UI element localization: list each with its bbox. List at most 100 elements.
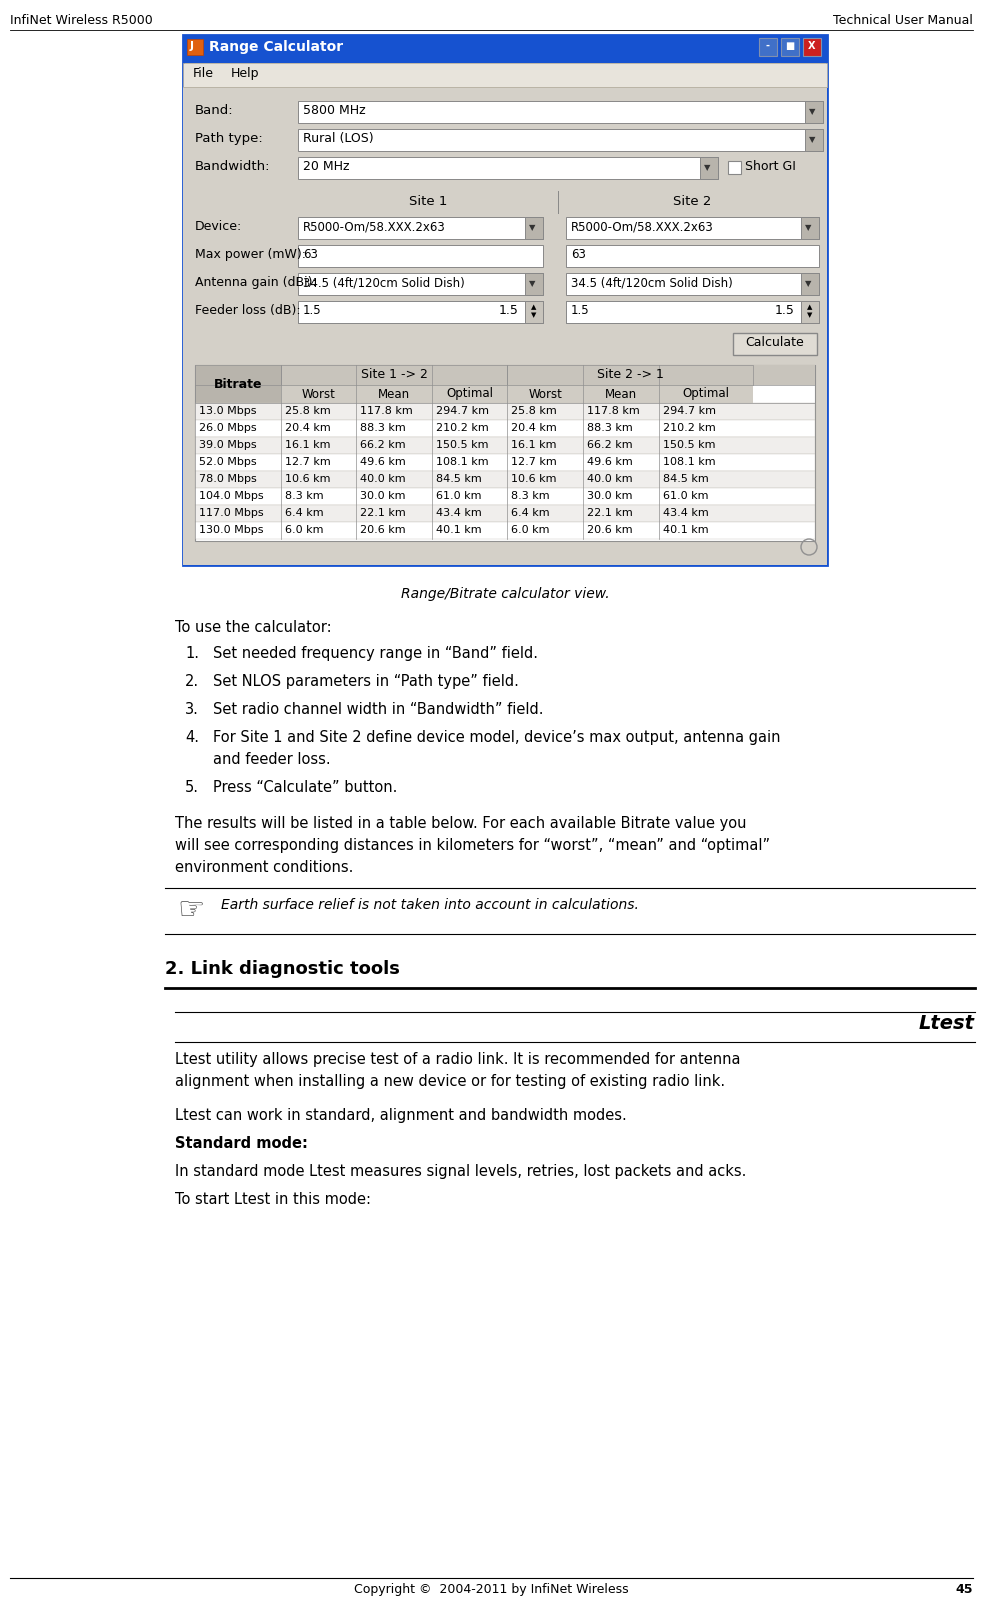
Text: J: J bbox=[190, 42, 194, 51]
Text: Site 2 -> 1: Site 2 -> 1 bbox=[597, 368, 664, 381]
Text: 20.4 km: 20.4 km bbox=[284, 423, 330, 433]
Text: 6.0 km: 6.0 km bbox=[284, 525, 323, 535]
Text: Ltest can work in standard, alignment and bandwidth modes.: Ltest can work in standard, alignment an… bbox=[175, 1109, 627, 1123]
Text: 22.1 km: 22.1 km bbox=[360, 508, 406, 517]
Text: Set NLOS parameters in “Path type” field.: Set NLOS parameters in “Path type” field… bbox=[213, 674, 519, 689]
Bar bbox=[183, 35, 827, 566]
Bar bbox=[183, 62, 827, 87]
Bar bbox=[280, 365, 507, 384]
Text: 1.5: 1.5 bbox=[303, 304, 321, 317]
Text: 49.6 km: 49.6 km bbox=[587, 457, 633, 468]
Text: 66.2 km: 66.2 km bbox=[587, 441, 633, 450]
Text: 78.0 Mbps: 78.0 Mbps bbox=[199, 474, 257, 484]
Text: 61.0 km: 61.0 km bbox=[435, 490, 482, 501]
Text: 108.1 km: 108.1 km bbox=[435, 457, 489, 468]
Text: 40.0 km: 40.0 km bbox=[587, 474, 633, 484]
Bar bbox=[801, 272, 819, 295]
Bar bbox=[195, 365, 815, 541]
Text: Bitrate: Bitrate bbox=[213, 378, 262, 391]
Bar bbox=[566, 245, 819, 268]
Text: 84.5 km: 84.5 km bbox=[435, 474, 482, 484]
Text: 4.: 4. bbox=[185, 731, 199, 745]
Text: 210.2 km: 210.2 km bbox=[663, 423, 716, 433]
Text: 150.5 km: 150.5 km bbox=[663, 441, 716, 450]
Bar bbox=[700, 157, 718, 179]
Text: Optimal: Optimal bbox=[446, 388, 493, 400]
Text: Rural (LOS): Rural (LOS) bbox=[303, 131, 374, 146]
Bar bbox=[298, 101, 823, 123]
Text: 43.4 km: 43.4 km bbox=[663, 508, 709, 517]
Text: 294.7 km: 294.7 km bbox=[663, 405, 716, 417]
Text: ▼: ▼ bbox=[529, 279, 536, 288]
Bar bbox=[187, 38, 203, 54]
Text: Worst: Worst bbox=[302, 388, 335, 400]
Bar bbox=[298, 130, 823, 151]
Text: 10.6 km: 10.6 km bbox=[284, 474, 330, 484]
Bar bbox=[195, 453, 815, 471]
Text: ▲
▼: ▲ ▼ bbox=[532, 304, 537, 319]
Text: InfiNet Wireless R5000: InfiNet Wireless R5000 bbox=[10, 14, 152, 27]
Text: 1.: 1. bbox=[185, 646, 199, 662]
Text: 40.1 km: 40.1 km bbox=[663, 525, 709, 535]
Text: ▼: ▼ bbox=[805, 279, 812, 288]
Text: Copyright ©  2004-2011 by InfiNet Wireless: Copyright © 2004-2011 by InfiNet Wireles… bbox=[354, 1583, 628, 1596]
Text: 150.5 km: 150.5 km bbox=[435, 441, 489, 450]
Text: ☞: ☞ bbox=[177, 896, 204, 924]
Text: 39.0 Mbps: 39.0 Mbps bbox=[199, 441, 257, 450]
Text: Ltest utility allows precise test of a radio link. It is recommended for antenna: Ltest utility allows precise test of a r… bbox=[175, 1053, 740, 1067]
Text: 30.0 km: 30.0 km bbox=[587, 490, 633, 501]
Bar bbox=[183, 35, 827, 62]
Bar bbox=[280, 384, 753, 404]
Text: 1.5: 1.5 bbox=[571, 304, 590, 317]
Text: 25.8 km: 25.8 km bbox=[284, 405, 330, 417]
Text: 16.1 km: 16.1 km bbox=[511, 441, 557, 450]
Bar bbox=[195, 522, 815, 538]
Bar bbox=[733, 333, 817, 356]
Text: 40.0 km: 40.0 km bbox=[360, 474, 406, 484]
Text: 5.: 5. bbox=[185, 780, 199, 795]
Text: 2.: 2. bbox=[185, 674, 200, 689]
Text: and feeder loss.: and feeder loss. bbox=[213, 751, 330, 767]
Bar bbox=[801, 301, 819, 324]
Text: Max power (mW):: Max power (mW): bbox=[195, 248, 306, 261]
Text: Set radio channel width in “Bandwidth” field.: Set radio channel width in “Bandwidth” f… bbox=[213, 702, 544, 718]
Bar bbox=[195, 404, 815, 420]
Text: 20.4 km: 20.4 km bbox=[511, 423, 557, 433]
Text: 117.0 Mbps: 117.0 Mbps bbox=[199, 508, 263, 517]
Text: Range/Bitrate calculator view.: Range/Bitrate calculator view. bbox=[401, 586, 609, 601]
Text: 1.5: 1.5 bbox=[499, 304, 519, 317]
Text: 84.5 km: 84.5 km bbox=[663, 474, 709, 484]
Text: 20.6 km: 20.6 km bbox=[360, 525, 406, 535]
Text: 294.7 km: 294.7 km bbox=[435, 405, 489, 417]
Bar bbox=[525, 301, 543, 324]
Text: 63: 63 bbox=[303, 248, 318, 261]
Text: Ltest: Ltest bbox=[919, 1014, 975, 1033]
Text: Band:: Band: bbox=[195, 104, 234, 117]
Text: Feeder loss (dB):: Feeder loss (dB): bbox=[195, 304, 301, 317]
Text: -: - bbox=[766, 42, 770, 51]
Text: 52.0 Mbps: 52.0 Mbps bbox=[199, 457, 257, 468]
Text: ▲
▼: ▲ ▼ bbox=[807, 304, 813, 319]
Bar bbox=[298, 272, 543, 295]
Text: 20.6 km: 20.6 km bbox=[587, 525, 633, 535]
Text: Standard mode:: Standard mode: bbox=[175, 1136, 308, 1150]
Text: 45: 45 bbox=[955, 1583, 973, 1596]
Text: environment conditions.: environment conditions. bbox=[175, 860, 353, 875]
Text: File: File bbox=[193, 67, 214, 80]
Bar bbox=[525, 216, 543, 239]
Text: Set needed frequency range in “Band” field.: Set needed frequency range in “Band” fie… bbox=[213, 646, 538, 662]
Text: 40.1 km: 40.1 km bbox=[435, 525, 482, 535]
Bar bbox=[195, 471, 815, 489]
Bar bbox=[298, 216, 543, 239]
Text: 26.0 Mbps: 26.0 Mbps bbox=[199, 423, 257, 433]
Text: For Site 1 and Site 2 define device model, device’s max output, antenna gain: For Site 1 and Site 2 define device mode… bbox=[213, 731, 781, 745]
Text: ▼: ▼ bbox=[809, 135, 816, 144]
Bar bbox=[566, 301, 801, 324]
Text: 25.8 km: 25.8 km bbox=[511, 405, 557, 417]
Text: 5800 MHz: 5800 MHz bbox=[303, 104, 366, 117]
Text: 88.3 km: 88.3 km bbox=[360, 423, 406, 433]
Text: Technical User Manual: Technical User Manual bbox=[834, 14, 973, 27]
Bar bbox=[183, 87, 827, 566]
Text: ▼: ▼ bbox=[529, 223, 536, 232]
Text: 8.3 km: 8.3 km bbox=[284, 490, 323, 501]
